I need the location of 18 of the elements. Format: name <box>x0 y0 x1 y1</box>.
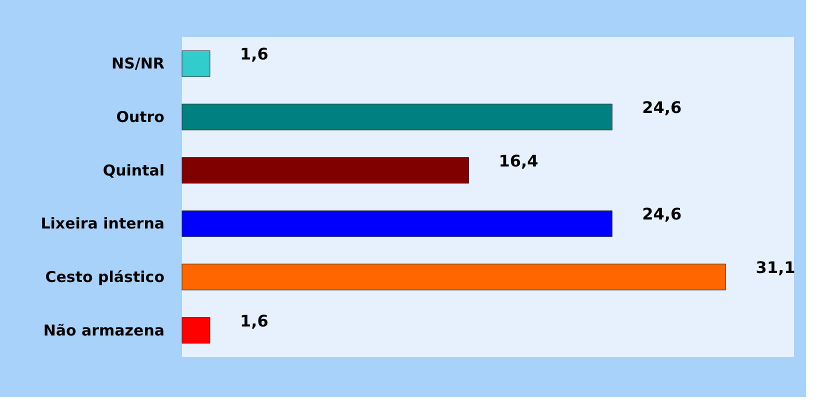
bar <box>182 157 470 184</box>
y-tick-label: Cesto plástico <box>45 268 164 286</box>
bar <box>182 264 726 290</box>
y-tick-label: Outro <box>116 108 164 126</box>
bar <box>182 104 612 130</box>
y-tick-label: NS/NR <box>112 54 165 73</box>
y-tick-label: Não armazena <box>43 321 164 340</box>
data-label: 1,6 <box>240 44 268 64</box>
bar <box>182 50 210 77</box>
data-label: 16,4 <box>498 151 538 170</box>
y-tick-label: Lixeira interna <box>40 214 164 233</box>
bar <box>182 210 612 237</box>
data-label: 31,1 <box>756 258 796 277</box>
bar <box>182 317 210 344</box>
y-tick-label: Quintal <box>102 161 164 180</box>
data-label: 1,6 <box>240 311 268 330</box>
data-label: 24,6 <box>642 98 682 117</box>
data-label: 24,6 <box>642 204 682 224</box>
